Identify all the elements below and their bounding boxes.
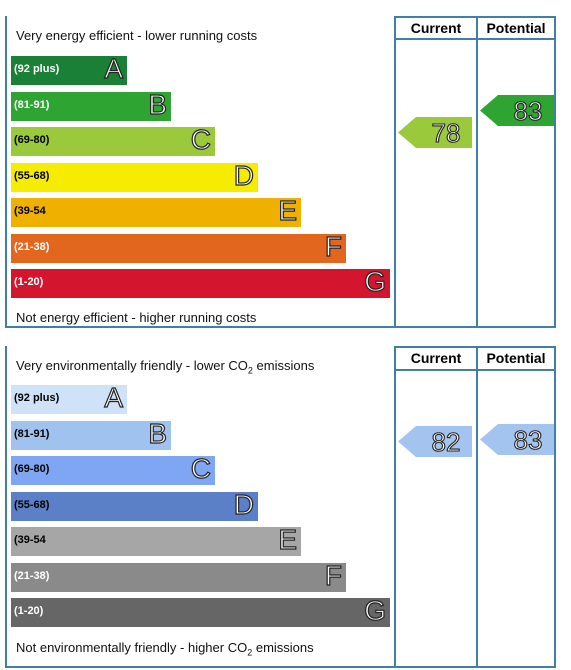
potential-rating-arrow: 83 <box>480 95 554 127</box>
current-header: Current <box>410 20 462 36</box>
bottom-caption: Not energy efficient - higher running co… <box>16 310 257 325</box>
band-range-label: (21-38) <box>14 569 50 582</box>
band-range-label: (39-54 <box>14 205 46 217</box>
band-letter: G <box>364 265 387 297</box>
band-d: (55-68) D <box>11 159 258 192</box>
band-range-label: (69-80) <box>14 463 50 475</box>
band-b: (81-91) B <box>11 417 171 450</box>
band-c: (69-80) C <box>11 123 215 156</box>
current-column <box>394 346 478 668</box>
potential-column <box>476 346 556 668</box>
band-range-label: (55-68) <box>14 498 50 511</box>
band-letter: C <box>190 452 211 484</box>
band-range-label: (1-20) <box>14 276 44 288</box>
band-letter: A <box>104 381 124 413</box>
band-d: (55-68) D <box>11 488 258 521</box>
bottom-caption: Not environmentally friendly - higher CO… <box>16 640 314 658</box>
current-rating-value: 78 <box>431 117 461 148</box>
energy-efficiency-chart: Current Potential Very energy efficient … <box>0 0 571 330</box>
potential-column <box>476 16 556 328</box>
band-letter: C <box>190 123 211 155</box>
potential-rating-value: 83 <box>513 425 543 456</box>
header-row-line <box>394 346 556 371</box>
band-range-label: (92 plus) <box>14 392 60 404</box>
band-range-label: (21-38) <box>14 240 50 253</box>
band-range-label: (55-68) <box>14 169 50 182</box>
band-letter: B <box>148 88 168 120</box>
band-f: (21-38) F <box>11 230 346 263</box>
potential-rating-value: 83 <box>513 96 543 127</box>
band-range-label: (69-80) <box>14 134 50 146</box>
top-caption: Very environmentally friendly - lower CO… <box>16 358 315 376</box>
band-f: (21-38) F <box>11 559 346 592</box>
environmental-impact-chart: Current Potential Very environmentally f… <box>0 344 571 670</box>
potential-rating-arrow: 83 <box>480 424 554 456</box>
band-g: (1-20) G <box>11 265 390 298</box>
current-header: Current <box>410 350 462 366</box>
potential-header: Potential <box>486 20 546 36</box>
band-a: (92 plus) A <box>11 381 127 414</box>
current-column <box>394 16 478 328</box>
header-row-line <box>394 16 556 40</box>
band-a: (92 plus) A <box>11 52 127 85</box>
band-letter: D <box>233 488 254 520</box>
band-range-label: (81-91) <box>14 98 50 111</box>
band-letter: F <box>324 230 342 262</box>
band-e: (39-54 E <box>11 194 301 227</box>
current-rating-arrow: 82 <box>398 426 472 458</box>
band-range-label: (39-54 <box>14 534 46 546</box>
band-range-label: (81-91) <box>14 427 50 440</box>
band-letter: D <box>233 159 254 191</box>
band-range-label: (1-20) <box>14 605 44 617</box>
band-c: (69-80) C <box>11 452 215 485</box>
band-letter: F <box>324 559 342 591</box>
band-g: (1-20) G <box>11 594 390 627</box>
top-caption: Very energy efficient - lower running co… <box>16 28 258 43</box>
potential-header: Potential <box>486 350 546 366</box>
band-e: (39-54 E <box>11 523 301 556</box>
band-letter: E <box>278 523 298 555</box>
current-rating-arrow: 78 <box>398 117 472 149</box>
band-b: (81-91) B <box>11 88 171 121</box>
band-range-label: (92 plus) <box>14 63 60 75</box>
band-letter: A <box>104 52 124 84</box>
band-letter: E <box>278 194 298 226</box>
band-letter: B <box>148 417 168 449</box>
band-letter: G <box>364 594 387 626</box>
current-rating-value: 82 <box>431 427 461 458</box>
